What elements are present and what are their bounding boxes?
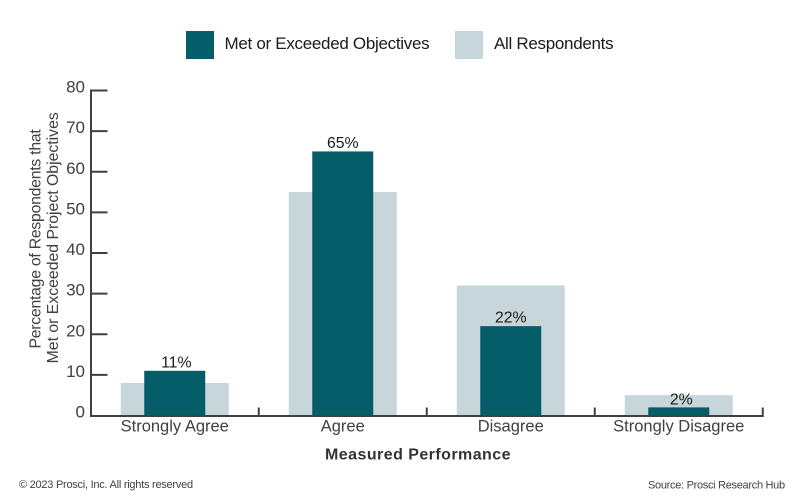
svg-text:Disagree: Disagree xyxy=(478,418,544,436)
svg-text:30: 30 xyxy=(66,281,85,300)
svg-text:2%: 2% xyxy=(670,391,693,408)
svg-text:Strongly Disagree: Strongly Disagree xyxy=(613,418,744,436)
svg-text:11%: 11% xyxy=(161,354,191,371)
svg-text:Strongly Agree: Strongly Agree xyxy=(121,418,229,436)
svg-text:Met or Exceeded Project Object: Met or Exceeded Project Objectives xyxy=(45,112,62,363)
svg-text:80: 80 xyxy=(66,78,85,97)
svg-text:10: 10 xyxy=(66,362,85,381)
svg-text:40: 40 xyxy=(66,240,85,259)
svg-text:Agree: Agree xyxy=(321,418,365,436)
svg-text:60: 60 xyxy=(66,159,85,178)
svg-text:50: 50 xyxy=(66,199,85,218)
svg-text:Met or Exceeded Objectives: Met or Exceeded Objectives xyxy=(225,34,430,53)
svg-text:20: 20 xyxy=(66,321,85,340)
svg-text:65%: 65% xyxy=(327,135,359,152)
svg-text:22%: 22% xyxy=(495,310,527,327)
svg-text:© 2023 Prosci, Inc. All rights: © 2023 Prosci, Inc. All rights reserved xyxy=(19,479,193,491)
svg-text:70: 70 xyxy=(66,118,85,137)
svg-text:All Respondents: All Respondents xyxy=(494,34,613,53)
svg-text:0: 0 xyxy=(76,403,85,422)
svg-text:Percentage of Respondents that: Percentage of Respondents that xyxy=(28,129,45,349)
svg-text:Measured Performance: Measured Performance xyxy=(325,447,511,464)
svg-text:Source: Prosci Research Hub: Source: Prosci Research Hub xyxy=(648,479,785,491)
